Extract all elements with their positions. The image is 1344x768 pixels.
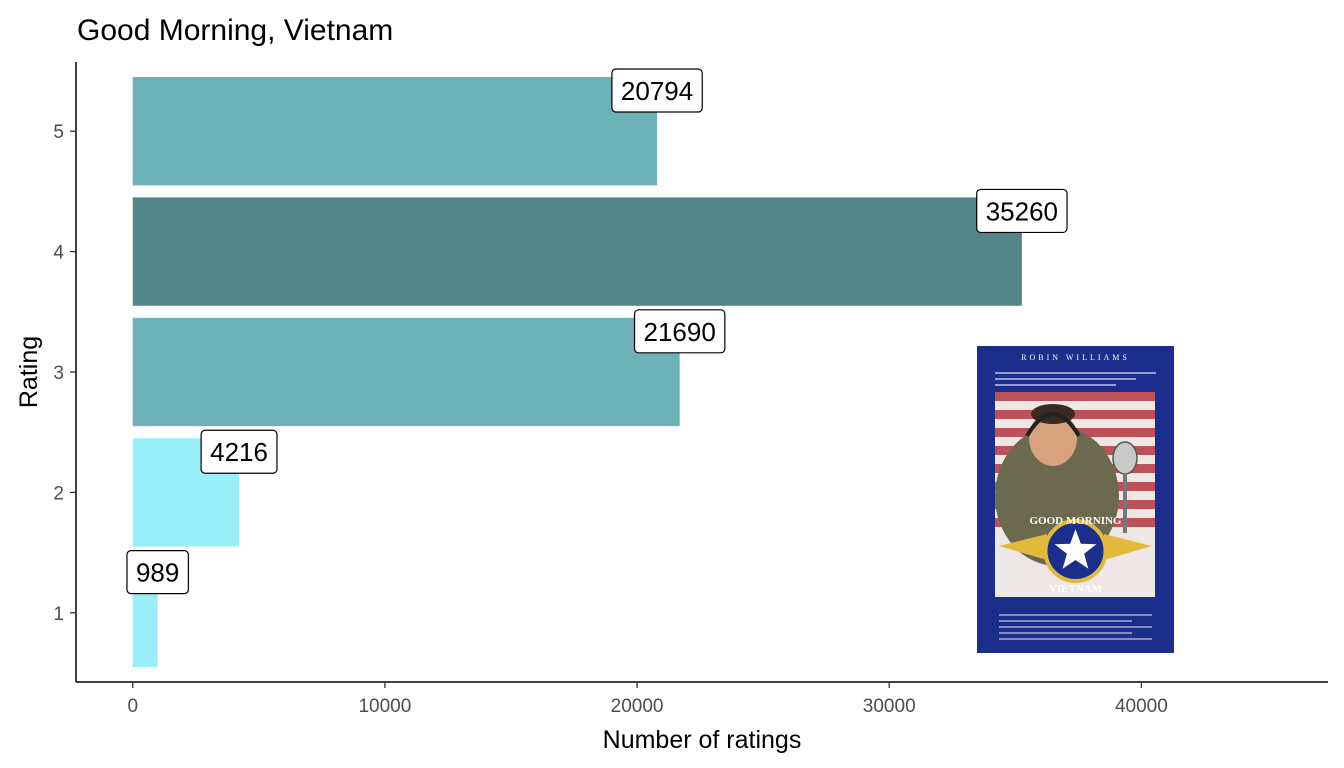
data-label-rating-1: 989 <box>126 550 189 595</box>
svg-text:4216: 4216 <box>210 437 268 467</box>
data-label-rating-2: 4216 <box>200 429 278 474</box>
x-axis-title: Number of ratings <box>603 726 802 754</box>
y-tick-label: 3 <box>53 363 64 384</box>
bar-rating-3 <box>132 317 680 427</box>
movie-poster: ROBIN WILLIAMS GOOD MORNING VIETNAM <box>977 346 1174 653</box>
y-axis-ticks: 1 2 3 4 5 <box>53 122 76 625</box>
svg-text:989: 989 <box>136 558 179 588</box>
bar-rating-4 <box>132 197 1022 306</box>
x-tick-label: 10000 <box>358 696 411 717</box>
data-label-rating-3: 21690 <box>633 309 726 354</box>
x-axis-ticks: 0 10000 20000 30000 40000 <box>127 682 1168 717</box>
y-tick-label: 2 <box>53 483 64 504</box>
data-label-rating-5: 20794 <box>611 68 703 113</box>
y-tick-label: 4 <box>53 243 64 264</box>
x-tick-label: 0 <box>127 696 138 717</box>
svg-text:VIETNAM: VIETNAM <box>1049 583 1103 595</box>
svg-text:21690: 21690 <box>644 317 716 347</box>
x-tick-label: 20000 <box>611 696 664 717</box>
y-tick-label: 5 <box>53 122 64 143</box>
x-tick-label: 30000 <box>863 696 916 717</box>
chart-title: Good Morning, Vietnam <box>77 14 393 47</box>
svg-text:GOOD MORNING: GOOD MORNING <box>1030 515 1122 527</box>
bars-layer <box>132 77 1022 667</box>
y-tick-label: 1 <box>53 604 64 625</box>
bar-rating-5 <box>132 77 658 186</box>
data-labels-layer: 989 4216 21690 35260 20794 <box>126 68 1068 595</box>
svg-text:35260: 35260 <box>986 196 1058 226</box>
y-axis-title: Rating <box>15 336 43 408</box>
data-label-rating-4: 35260 <box>976 188 1068 234</box>
svg-text:20794: 20794 <box>621 76 693 106</box>
x-tick-label: 40000 <box>1115 696 1168 717</box>
svg-text:ROBIN WILLIAMS: ROBIN WILLIAMS <box>1021 353 1130 362</box>
